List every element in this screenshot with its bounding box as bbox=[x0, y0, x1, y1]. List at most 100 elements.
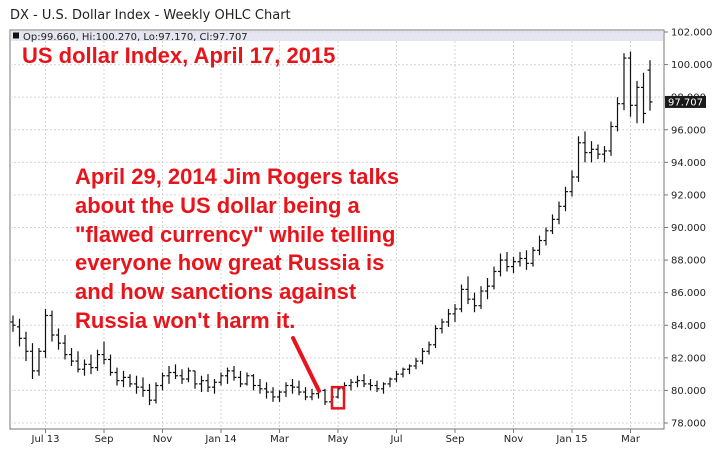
ohlc-bar bbox=[127, 374, 133, 388]
ohlc-bar bbox=[290, 379, 295, 394]
x-axis-ticks: Jul 13 Sep Nov Jan 14 Mar May Jul Sep Nov Jan 15 M… bbox=[31, 429, 641, 445]
ohlc-bar bbox=[270, 387, 276, 402]
ohlc-bar bbox=[257, 379, 263, 394]
ohlc-bar bbox=[459, 284, 464, 313]
ohlc-bar bbox=[303, 387, 308, 401]
x-tick-label: May bbox=[328, 434, 349, 445]
ohlc-bar bbox=[498, 253, 503, 277]
ohlc-bar bbox=[524, 250, 529, 270]
annotation-note-line-1: April 29, 2014 Jim Rogers talks bbox=[75, 164, 399, 189]
ohlc-bar bbox=[595, 144, 601, 160]
annotation-highlight-box bbox=[330, 385, 346, 410]
ohlc-bar bbox=[550, 214, 555, 235]
ohlc-bar bbox=[43, 308, 48, 358]
ohlc-bar bbox=[472, 292, 477, 313]
chart-title: DX - U.S. Dollar Index - Weekly OHLC Cha… bbox=[10, 8, 291, 23]
ohlc-bar bbox=[179, 369, 185, 384]
annotation-pointer-line bbox=[291, 336, 321, 393]
annotation-note-line-3: "flawed currency" while telling bbox=[75, 222, 395, 247]
ohlc-bar bbox=[374, 380, 380, 393]
ohlc-bar bbox=[10, 315, 16, 332]
annotation-note-line-4: everyone how great Russia is bbox=[75, 250, 384, 275]
ohlc-bar bbox=[283, 382, 289, 397]
ohlc-bar bbox=[361, 374, 367, 388]
y-tick-label: 86.000 bbox=[671, 288, 706, 299]
last-price-tag-label: 97.707 bbox=[668, 97, 703, 108]
ohlc-bar bbox=[121, 370, 126, 388]
ohlc-bar bbox=[218, 372, 224, 386]
y-tick-label: 84.000 bbox=[671, 321, 706, 332]
ohlc-bar bbox=[621, 53, 627, 111]
ohlc-bar bbox=[153, 382, 159, 404]
ohlc-bar bbox=[634, 80, 640, 124]
ohlc-bar bbox=[433, 325, 438, 349]
ohlc-bar bbox=[426, 341, 432, 355]
ohlc-bar bbox=[446, 308, 451, 327]
ohlc-bar bbox=[199, 375, 204, 393]
ohlc-bar bbox=[108, 354, 113, 376]
x-tick-label: Mar bbox=[270, 434, 290, 445]
ohlc-bar bbox=[69, 348, 74, 366]
ohlc-bar bbox=[647, 60, 653, 111]
ohlc-bar bbox=[563, 186, 568, 212]
ohlc-bar bbox=[439, 318, 445, 334]
ohlc-bar bbox=[335, 387, 341, 399]
ohlc-bar bbox=[277, 390, 282, 402]
ohlc-bar bbox=[485, 278, 490, 300]
ohlc-bar bbox=[231, 365, 237, 381]
x-tick-label: Nov bbox=[504, 434, 524, 445]
ohlc-bar bbox=[322, 388, 328, 406]
ohlc-bar bbox=[244, 372, 250, 386]
ohlc-bar bbox=[543, 227, 549, 246]
y-tick-label: 88.000 bbox=[671, 256, 706, 267]
plot-frame bbox=[9, 29, 665, 430]
y-tick-label: 82.000 bbox=[671, 353, 706, 364]
ohlc-bar bbox=[452, 304, 458, 322]
ohlc-bar bbox=[309, 388, 315, 401]
ohlc-header-band bbox=[11, 31, 663, 41]
ohlc-bar bbox=[296, 380, 302, 396]
ohlc-bar bbox=[140, 377, 146, 397]
ohlc-bar bbox=[465, 276, 471, 305]
ohlc-bar bbox=[238, 370, 243, 388]
ohlc-bar bbox=[49, 310, 55, 342]
x-tick-label: Jul bbox=[389, 434, 402, 445]
ohlc-bar bbox=[511, 256, 516, 274]
ohlc-bar bbox=[17, 318, 22, 347]
ohlc-bar bbox=[556, 201, 562, 225]
ohlc-bar bbox=[381, 382, 386, 394]
ohlc-bar bbox=[160, 372, 165, 391]
y-tick-label: 90.000 bbox=[671, 223, 706, 234]
ohlc-bar bbox=[75, 351, 81, 373]
grid-horizontal bbox=[10, 31, 664, 424]
annotation-note-line-6: Russia won't harm it. bbox=[75, 308, 295, 333]
ohlc-bar bbox=[251, 374, 256, 391]
ohlc-bar bbox=[82, 359, 87, 376]
ohlc-bar bbox=[264, 382, 269, 399]
grid-vertical bbox=[45, 41, 631, 429]
ohlc-bar bbox=[205, 374, 211, 393]
ohlc-bar bbox=[641, 72, 646, 124]
x-tick-label: Sep bbox=[95, 434, 114, 445]
ohlc-bars bbox=[10, 51, 653, 407]
y-axis-ticks: 102.000100.00098.00096.00094.00092.00090… bbox=[664, 28, 712, 430]
last-price-tag: 97.707 bbox=[665, 95, 706, 108]
ohlc-bar bbox=[589, 141, 594, 163]
last-price-tag-box bbox=[665, 95, 706, 108]
ohlc-bar bbox=[478, 286, 484, 309]
y-tick-label: 80.000 bbox=[671, 386, 706, 397]
ohlc-bar bbox=[88, 354, 94, 375]
ohlc-bar bbox=[504, 251, 510, 272]
ohlc-bar bbox=[56, 328, 61, 350]
ohlc-bar bbox=[95, 349, 100, 371]
annotation-date-title: US dollar Index, April 17, 2015 bbox=[22, 43, 335, 68]
ohlc-readout: Op:99.660, Hi:100.270, Lo:97.170, Cl:97.… bbox=[23, 32, 248, 43]
ohlc-bar bbox=[608, 121, 614, 156]
ohlc-bar bbox=[537, 235, 542, 256]
ohlc-bar bbox=[23, 331, 29, 362]
ohlc-bar bbox=[582, 131, 588, 163]
ohlc-bar bbox=[569, 170, 575, 197]
ohlc-bar bbox=[602, 146, 607, 163]
ohlc-bar bbox=[225, 367, 230, 384]
ohlc-bar bbox=[147, 383, 152, 406]
